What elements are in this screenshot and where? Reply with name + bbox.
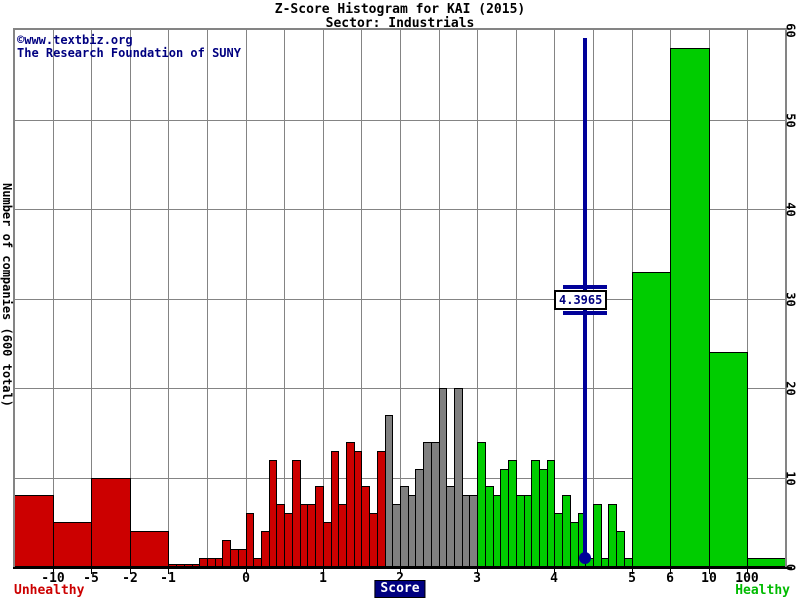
marker-crossbar: [563, 311, 607, 315]
grid-line-v: [439, 30, 440, 567]
marker-ball: [579, 552, 591, 564]
histogram-bar: [632, 272, 671, 567]
grid-line-v: [477, 30, 478, 567]
grid-line-v: [207, 30, 208, 567]
histogram-bar: [439, 388, 447, 567]
histogram-bar: [709, 352, 748, 567]
x-tick-mark: [709, 569, 710, 574]
histogram-bar: [130, 531, 169, 567]
x-tick-mark: [323, 569, 324, 574]
chart-subtitle: Sector: Industrials: [325, 16, 475, 31]
x-tick-mark: [554, 569, 555, 574]
grid-line-v: [284, 30, 285, 567]
grid-line-v: [323, 30, 324, 567]
histogram-bar: [385, 415, 393, 567]
plot-border-left: [13, 28, 15, 567]
x-tick-label: 1: [319, 571, 327, 586]
plot-border-right: [785, 28, 787, 567]
x-tick-label: 6: [666, 571, 674, 586]
grid-line-v: [361, 30, 362, 567]
grid-line-v: [747, 30, 748, 567]
grid-line-h: [14, 209, 786, 210]
x-tick-label: 5: [628, 571, 636, 586]
watermark-url: ©www.textbiz.org: [17, 33, 133, 47]
y-tick-label: 30: [783, 292, 798, 307]
x-tick-mark: [477, 569, 478, 574]
x-axis: [13, 567, 792, 569]
x-tick-label: -10: [41, 571, 65, 586]
x-tick-mark: [632, 569, 633, 574]
grid-line-v: [91, 30, 92, 567]
histogram-bar: [246, 513, 254, 567]
x-tick-label: 100: [735, 571, 759, 586]
x-tick-mark: [670, 569, 671, 574]
x-tick-label: 0: [242, 571, 250, 586]
x-tick-label: 2: [396, 571, 404, 586]
y-tick-label: 40: [783, 202, 798, 217]
x-tick-mark: [246, 569, 247, 574]
watermark-org: The Research Foundation of SUNY: [17, 46, 241, 60]
x-tick-mark: [53, 569, 54, 574]
x-tick-mark: [747, 569, 748, 574]
y-tick-label: 0: [783, 563, 798, 572]
grid-line-v: [516, 30, 517, 567]
x-tick-label: -1: [160, 571, 176, 586]
x-tick-label: 4: [550, 571, 558, 586]
histogram-bar: [616, 531, 625, 567]
healthy-label: Healthy: [735, 583, 790, 598]
unhealthy-label: Unhealthy: [14, 583, 85, 598]
grid-line-v: [400, 30, 401, 567]
x-tick-label: 3: [473, 571, 481, 586]
histogram-bar: [454, 388, 463, 567]
grid-line-v: [130, 30, 131, 567]
grid-line-h: [14, 299, 786, 300]
x-tick-mark: [130, 569, 131, 574]
x-tick-mark: [91, 569, 92, 574]
grid-line-h: [14, 388, 786, 389]
plot-border-top: [13, 28, 789, 30]
marker-crossbar: [563, 285, 607, 289]
x-axis-label: Score: [374, 580, 426, 598]
x-tick-mark: [168, 569, 169, 574]
histogram-bar: [670, 48, 710, 567]
histogram-bar: [14, 495, 54, 567]
x-tick-label: -5: [83, 571, 99, 586]
x-tick-label: -2: [122, 571, 138, 586]
y-axis-label: Number of companies (600 total): [0, 183, 14, 407]
grid-line-h: [14, 478, 786, 479]
x-tick-mark: [400, 569, 401, 574]
y-tick-label: 50: [783, 113, 798, 128]
histogram-bar: [53, 522, 92, 567]
y-tick-label: 20: [783, 381, 798, 396]
chart-title: Z-Score Histogram for KAI (2015): [274, 2, 526, 17]
x-tick-label: 10: [701, 571, 717, 586]
grid-line-v: [246, 30, 247, 567]
grid-line-v: [168, 30, 169, 567]
y-tick-label: 60: [783, 23, 798, 38]
histogram-bar: [91, 478, 131, 567]
grid-line-v: [53, 30, 54, 567]
y-tick-label: 10: [783, 471, 798, 486]
histogram-bar: [747, 558, 787, 567]
grid-line-h: [14, 120, 786, 121]
histogram-bar: [593, 504, 602, 567]
marker-label: 4.3965: [554, 290, 608, 310]
